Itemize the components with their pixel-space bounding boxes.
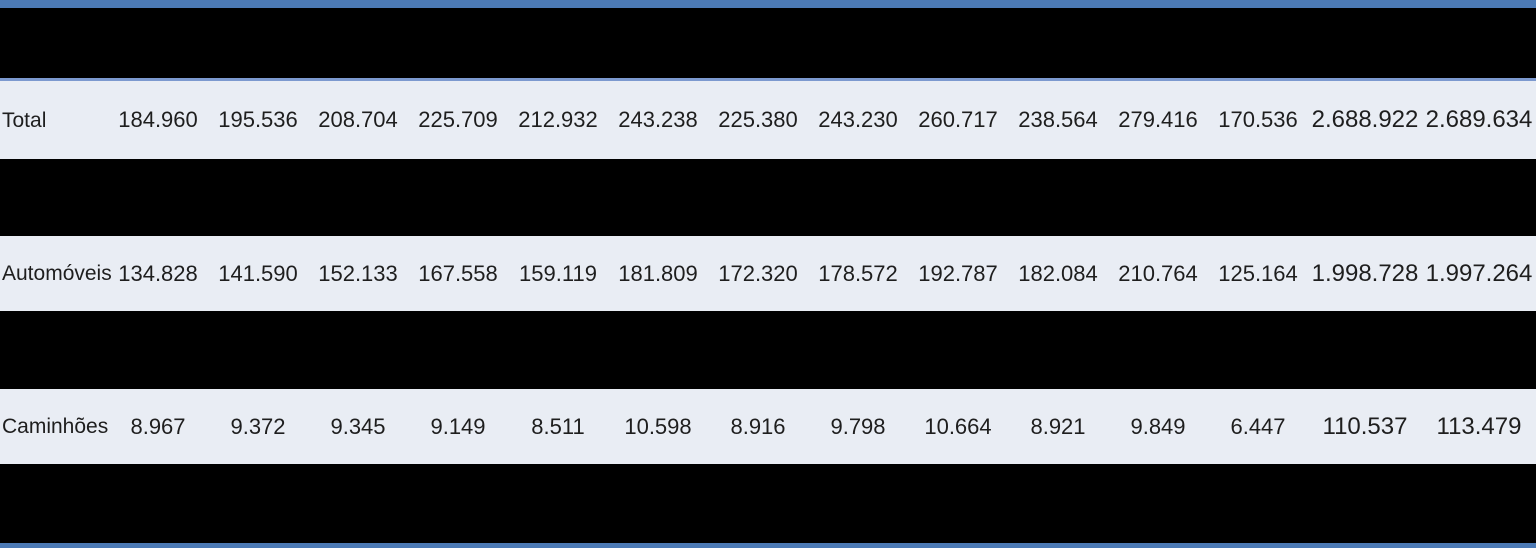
row-label-caminhoes: Caminhões [2, 415, 109, 438]
table-cell: 8.967 [130, 413, 186, 439]
table-cell: 134.828 [118, 260, 198, 286]
table-cell: 8.511 [531, 413, 585, 439]
bottom-accent-bar [0, 543, 1536, 548]
table-cell: 172.320 [718, 260, 798, 286]
table-cell: 260.717 [918, 107, 998, 132]
row-label-total: Total [2, 108, 47, 132]
table-cell-grand-total: 2.689.634 [1425, 106, 1533, 133]
table-cell: 192.787 [918, 260, 998, 286]
redacted-row [0, 311, 1536, 389]
table-cell: 208.704 [318, 107, 398, 132]
table-cell: 9.345 [330, 413, 386, 439]
row-label-automoveis: Automóveis [2, 262, 112, 285]
table-cell-grand-total: 113.479 [1436, 412, 1522, 440]
table-cell: 9.149 [430, 413, 486, 439]
table-row-caminhoes: Caminhões 8.967 9.372 9.345 9.149 8.511 … [0, 389, 1536, 464]
table-cell: 9.372 [230, 413, 286, 439]
table-cell: 141.590 [218, 260, 298, 286]
table-cell: 6.447 [1230, 413, 1286, 439]
table-cell: 9.798 [830, 413, 886, 439]
table-cell: 9.849 [1130, 413, 1186, 439]
table-cell: 225.380 [718, 107, 798, 132]
table-cell: 210.764 [1118, 260, 1198, 286]
table-cell-grand-total: 1.997.264 [1425, 259, 1533, 287]
table-cell-grand-total: 2.688.922 [1311, 106, 1419, 133]
redacted-row [0, 464, 1536, 543]
table-cell: 152.133 [318, 260, 398, 286]
table-cell-grand-total: 110.537 [1322, 412, 1408, 440]
table-row-total: Total 184.960 195.536 208.704 225.709 21… [0, 81, 1536, 159]
redacted-header-row [0, 8, 1536, 78]
table-cell: 170.536 [1218, 107, 1298, 132]
table-cell: 8.916 [730, 413, 786, 439]
table-cell: 212.932 [518, 107, 598, 132]
table-cell: 181.809 [618, 260, 698, 286]
table-cell: 225.709 [418, 107, 498, 132]
table-cell: 178.572 [818, 260, 898, 286]
table-cell: 184.960 [118, 107, 198, 132]
header-divider-line [0, 78, 1536, 81]
table-cell: 243.230 [818, 107, 898, 132]
table-cell: 182.084 [1018, 260, 1098, 286]
table-cell: 279.416 [1118, 107, 1198, 132]
table-cell: 167.558 [418, 260, 498, 286]
table-cell: 195.536 [218, 107, 298, 132]
table-cell: 159.119 [519, 260, 597, 286]
table-cell: 125.164 [1218, 260, 1298, 286]
redacted-row [0, 159, 1536, 236]
top-accent-bar [0, 0, 1536, 8]
table-cell: 238.564 [1018, 107, 1098, 132]
table-cell: 10.598 [624, 413, 692, 439]
table-cell: 10.664 [924, 413, 992, 439]
table-row-automoveis: Automóveis 134.828 141.590 152.133 167.5… [0, 236, 1536, 311]
table-cell-grand-total: 1.998.728 [1311, 259, 1419, 287]
table-cell: 8.921 [1030, 413, 1086, 439]
table-cell: 243.238 [618, 107, 698, 132]
